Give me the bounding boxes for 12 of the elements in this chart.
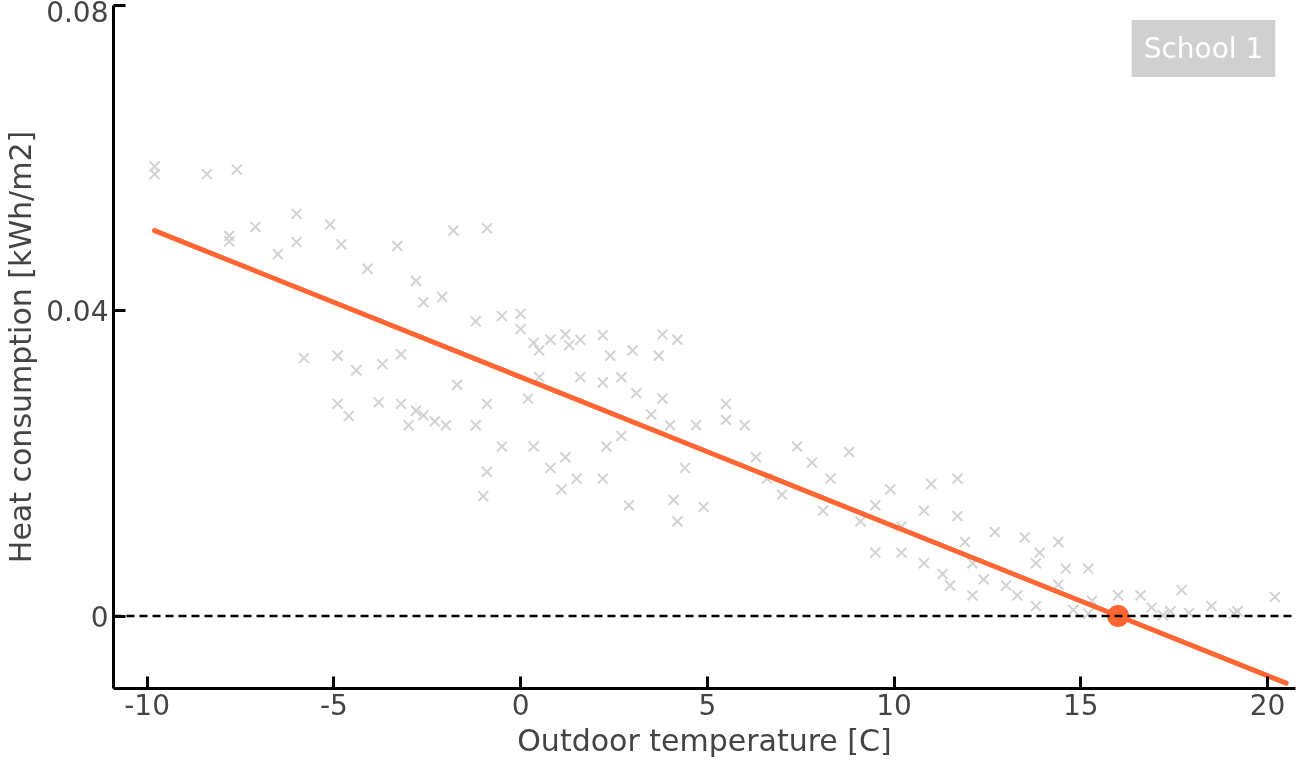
x-tick-label: 15 xyxy=(1062,688,1099,722)
x-tick-label: -5 xyxy=(319,688,348,722)
x-tick-label: 0 xyxy=(511,688,530,722)
y-axis-title: Heat consumption [kWh/m2] xyxy=(3,130,39,564)
y-tick-label: 0.08 xyxy=(46,0,109,29)
x-axis-title: Outdoor temperature [C] xyxy=(517,722,892,758)
x-tick-label: -10 xyxy=(124,688,170,722)
x-tick-label: 5 xyxy=(698,688,717,722)
y-tick-label: 0 xyxy=(90,600,109,634)
y-tick-label: 0.04 xyxy=(46,295,109,329)
x-tick-label: 20 xyxy=(1249,688,1286,722)
x-tick-label: 10 xyxy=(876,688,912,722)
